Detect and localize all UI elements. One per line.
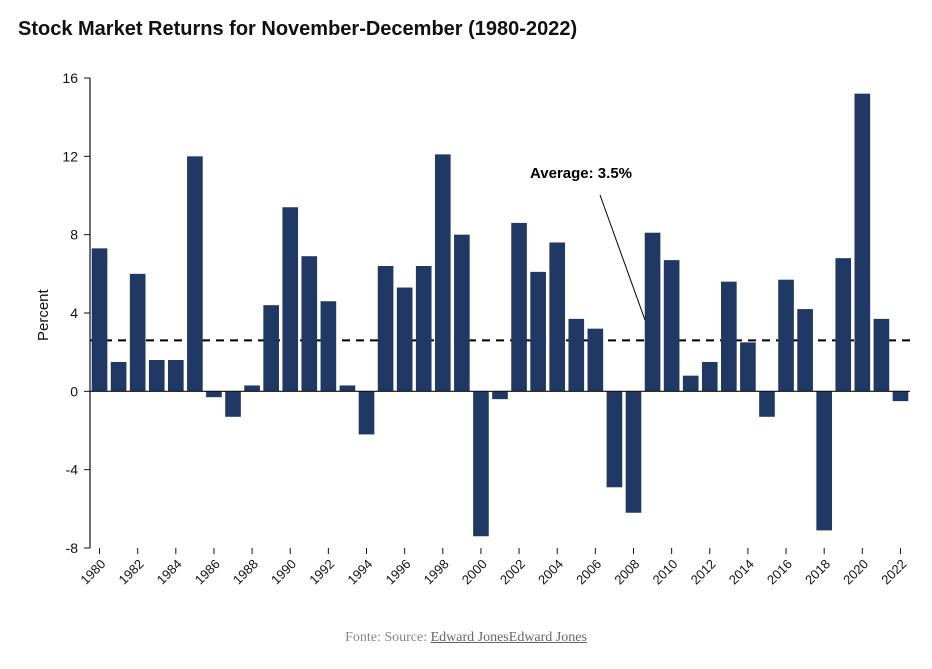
svg-text:2000: 2000 <box>459 556 490 587</box>
svg-text:1990: 1990 <box>268 556 299 587</box>
bar <box>168 360 184 391</box>
svg-text:0: 0 <box>70 383 78 399</box>
svg-text:2004: 2004 <box>535 556 566 587</box>
svg-text:4: 4 <box>70 305 78 321</box>
bar <box>759 391 775 416</box>
svg-text:-8: -8 <box>66 540 79 556</box>
bar <box>225 391 241 416</box>
svg-text:2014: 2014 <box>726 556 757 587</box>
bar <box>511 223 527 391</box>
svg-text:2018: 2018 <box>802 556 833 587</box>
bar <box>645 233 661 392</box>
bar <box>797 309 813 391</box>
bar <box>835 258 851 391</box>
bar <box>492 391 508 399</box>
average-annotation-label: Average: 3.5% <box>530 165 632 182</box>
bar <box>206 391 222 397</box>
bar <box>282 207 298 391</box>
svg-text:2010: 2010 <box>649 556 680 587</box>
bar <box>263 305 279 391</box>
svg-text:1982: 1982 <box>116 556 147 587</box>
bar <box>187 156 203 391</box>
svg-text:1986: 1986 <box>192 556 223 587</box>
svg-text:8: 8 <box>70 227 78 243</box>
bar <box>244 385 260 391</box>
bar <box>588 329 604 392</box>
bar <box>721 282 737 392</box>
bar <box>778 280 794 392</box>
svg-text:2016: 2016 <box>764 556 795 587</box>
bar <box>626 391 642 512</box>
bar <box>130 274 146 392</box>
bar <box>893 391 909 401</box>
bar <box>435 154 451 391</box>
source-link-1[interactable]: Edward Jones <box>431 630 509 645</box>
svg-text:1984: 1984 <box>154 556 185 587</box>
bar <box>416 266 432 391</box>
bar <box>816 391 832 530</box>
y-axis-label: Percent <box>35 289 52 341</box>
source-prefix: Fonte: Source: <box>345 630 431 645</box>
bar <box>530 272 546 391</box>
bar <box>454 235 470 392</box>
chart-svg: -8-4048121619801982198419861988199019921… <box>90 78 910 608</box>
bar <box>321 301 337 391</box>
svg-text:2008: 2008 <box>611 556 642 587</box>
svg-text:1996: 1996 <box>382 556 413 587</box>
source-line: Fonte: Source: Edward JonesEdward Jones <box>0 630 932 646</box>
bar <box>301 256 317 391</box>
bar <box>378 266 394 391</box>
bar <box>855 94 871 392</box>
svg-text:16: 16 <box>62 70 78 86</box>
svg-text:1998: 1998 <box>421 556 452 587</box>
bar <box>397 288 413 392</box>
svg-text:2006: 2006 <box>573 556 604 587</box>
bar <box>683 376 699 392</box>
svg-text:1988: 1988 <box>230 556 261 587</box>
source-link-2[interactable]: Edward Jones <box>509 630 587 645</box>
bar <box>359 391 375 434</box>
bar <box>549 243 565 392</box>
svg-text:2012: 2012 <box>688 556 719 587</box>
bar <box>340 385 356 391</box>
bar <box>740 342 756 391</box>
bar <box>874 319 890 391</box>
bar <box>92 248 108 391</box>
svg-text:1980: 1980 <box>77 556 108 587</box>
svg-text:1992: 1992 <box>306 556 337 587</box>
svg-text:-4: -4 <box>66 462 79 478</box>
svg-text:1994: 1994 <box>344 556 375 587</box>
chart-plot-area: -8-4048121619801982198419861988199019921… <box>90 78 910 548</box>
bar <box>607 391 623 487</box>
svg-text:2020: 2020 <box>840 556 871 587</box>
chart-title: Stock Market Returns for November-Decemb… <box>18 18 577 41</box>
svg-text:2002: 2002 <box>497 556 528 587</box>
bar <box>473 391 489 536</box>
svg-text:12: 12 <box>62 148 78 164</box>
bar <box>149 360 165 391</box>
svg-text:2022: 2022 <box>878 556 909 587</box>
bar <box>664 260 680 391</box>
bar <box>568 319 584 391</box>
bar <box>702 362 718 391</box>
bar <box>111 362 127 391</box>
